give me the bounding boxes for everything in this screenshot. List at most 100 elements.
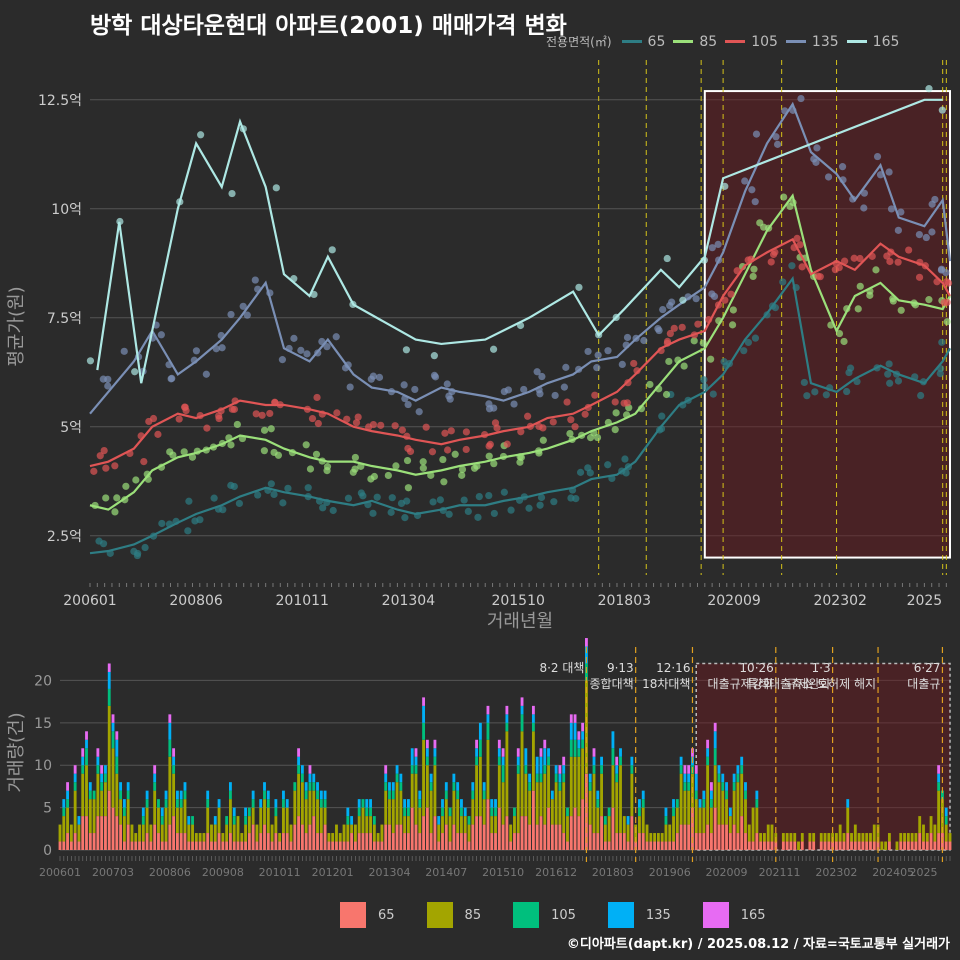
volume-bar-105 [168, 739, 172, 757]
volume-bar-85 [490, 816, 494, 834]
data-point [391, 422, 399, 430]
volume-bar-85 [134, 833, 138, 842]
volume-bar-85 [130, 824, 134, 842]
volume-bar-65 [501, 824, 505, 850]
data-point [485, 491, 493, 500]
volume-bar-105 [425, 756, 429, 766]
volume-bar-85 [259, 807, 263, 834]
volume-bar-105 [471, 790, 475, 800]
data-point [419, 458, 427, 466]
data-point [611, 398, 619, 406]
volume-bar-85 [861, 833, 865, 842]
data-point [936, 370, 944, 378]
series-105 [89, 234, 953, 475]
volume-bar-105 [944, 816, 948, 825]
volume-bar-85 [524, 773, 528, 817]
volume-bar-65 [175, 833, 179, 850]
data-point [306, 465, 315, 473]
volume-bar-65 [823, 841, 827, 850]
volume-bar-65 [274, 833, 278, 850]
volume-bar-65 [728, 833, 732, 850]
volume-bar-85 [160, 824, 164, 842]
volume-bar-85 [520, 731, 524, 817]
data-point [369, 372, 377, 380]
volume-bar-165 [85, 731, 88, 740]
volume-bar-85 [202, 833, 206, 842]
volume-bar-65 [524, 816, 528, 850]
data-point [458, 465, 467, 473]
volume-bar-135 [282, 790, 285, 800]
volume-bar-135 [297, 756, 301, 766]
volume-bar-135 [497, 748, 501, 757]
volume-bar-135 [422, 705, 425, 723]
volume-bar-65 [69, 841, 73, 850]
volume-bar-85 [145, 807, 149, 834]
data-point [490, 460, 498, 468]
data-point [346, 383, 354, 391]
volume-bar-85 [335, 824, 338, 842]
volume-bar-165 [475, 739, 479, 749]
data-point [387, 508, 395, 516]
volume-bar-65 [865, 841, 869, 850]
volume-bar-65 [872, 841, 876, 850]
volume-bar-85 [255, 824, 259, 842]
data-point [621, 455, 629, 463]
data-point [485, 400, 493, 408]
volume-bars [58, 638, 952, 850]
volume-bar-135 [300, 765, 304, 774]
data-point [369, 509, 377, 517]
data-point [700, 376, 708, 384]
volume-bar-105 [460, 807, 463, 817]
volume-bar-65 [755, 833, 759, 850]
data-point [744, 338, 753, 347]
legend-item-65: 65 [621, 34, 665, 50]
volume-bar-105 [937, 782, 941, 791]
volume-bar-65 [607, 841, 611, 850]
volume-bar-105 [755, 799, 759, 808]
x-tick-label-volume: 201803 [592, 866, 634, 879]
volume-bar-105 [122, 807, 126, 817]
volume-bar-165 [687, 765, 691, 774]
volume-bar-65 [596, 833, 600, 850]
volume-bar-135 [244, 807, 247, 817]
x-tick-label-volume: 201510 [482, 866, 524, 879]
volume-bar-135 [706, 748, 710, 757]
volume-bar-65 [85, 816, 88, 850]
volume-bar-105 [475, 756, 479, 766]
volume-bar-65 [62, 841, 66, 850]
volume-bar-165 [486, 705, 490, 715]
volume-bar-135 [755, 790, 759, 800]
volume-bar-65 [831, 841, 835, 850]
volume-bar-105 [641, 799, 645, 808]
volume-bar-85 [808, 833, 812, 842]
volume-bar-135 [183, 782, 187, 791]
data-point [665, 357, 673, 366]
volume-bar-135 [407, 799, 410, 808]
volume-bar-85 [316, 799, 319, 834]
x-tick-label: 202302 [813, 593, 866, 609]
volume-bar-65 [513, 833, 516, 850]
data-point [727, 290, 735, 298]
volume-bar-105 [520, 714, 524, 732]
volume-bar-65 [441, 833, 444, 850]
series-line-105 [89, 237, 951, 468]
volume-bar-165 [562, 756, 566, 766]
data-point [633, 367, 641, 375]
data-point [203, 424, 211, 432]
y-tick-label: 10억 [51, 202, 82, 218]
volume-bar-85 [194, 833, 198, 842]
volume-bar-105 [66, 799, 69, 808]
volume-bar-65 [600, 816, 603, 850]
volume-bar-85 [96, 773, 100, 817]
volume-bar-85 [622, 816, 626, 834]
data-point [86, 357, 95, 365]
data-point [872, 266, 880, 274]
volume-bar-65 [168, 824, 172, 850]
volume-bar-135 [388, 782, 391, 791]
volume-bar-85 [766, 824, 770, 842]
volume-bar-135 [285, 799, 289, 808]
data-point [584, 347, 592, 356]
volume-bar-135 [486, 714, 490, 723]
data-point [510, 400, 518, 408]
volume-bar-105 [418, 799, 422, 808]
